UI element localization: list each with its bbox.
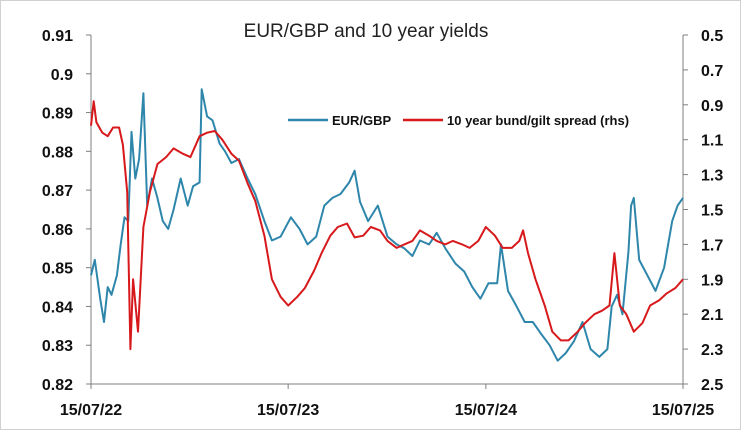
y-left-tick-label: 0.82 xyxy=(42,377,73,394)
y-left-tick-label: 0.84 xyxy=(42,299,73,316)
y-right-tick-label: 1.1 xyxy=(701,133,723,150)
legend-label: EUR/GBP xyxy=(332,113,392,128)
y-right-tick-label: 1.9 xyxy=(701,272,723,289)
x-tick-label: 15/07/25 xyxy=(652,402,714,419)
y-left-tick-label: 0.89 xyxy=(42,106,73,123)
y-right-tick-label: 0.5 xyxy=(701,28,723,45)
x-tick-label: 15/07/22 xyxy=(60,402,122,419)
y-left-tick-label: 0.83 xyxy=(42,338,73,355)
x-tick-label: 15/07/24 xyxy=(455,402,517,419)
series-lines xyxy=(90,88,684,362)
y-right-tick-label: 0.7 xyxy=(701,63,723,80)
legend: EUR/GBP 10 year bund/gilt spread (rhs) xyxy=(288,113,629,128)
y-left-tick-label: 0.91 xyxy=(42,28,73,45)
y-right-tick-label: 2.5 xyxy=(701,377,723,394)
y-right-tick-label: 2.1 xyxy=(701,307,723,324)
legend-label: 10 year bund/gilt spread (rhs) xyxy=(447,113,629,128)
y-left-tick-label: 0.86 xyxy=(42,222,73,239)
x-tick-label: 15/07/23 xyxy=(257,402,319,419)
y-left-tick-label: 0.9 xyxy=(51,67,73,84)
y-left-tick-label: 0.87 xyxy=(42,183,73,200)
y-right-tick-label: 1.3 xyxy=(701,168,723,185)
y-left-tick-label: 0.88 xyxy=(42,144,73,161)
series-line-bund-gilt-spread xyxy=(90,100,684,351)
y-right-tick-label: 1.7 xyxy=(701,237,723,254)
chart-title: EUR/GBP and 10 year yields xyxy=(244,21,489,42)
y-left-tick-label: 0.85 xyxy=(42,261,73,278)
y-right-tick-label: 1.5 xyxy=(701,203,723,220)
y-right-tick-label: 2.3 xyxy=(701,342,723,359)
y-right-tick-label: 0.9 xyxy=(701,98,723,115)
axes: 0.91 0.9 0.89 0.88 0.87 0.86 0.85 0.84 0.83 0.82 0… xyxy=(42,28,723,419)
